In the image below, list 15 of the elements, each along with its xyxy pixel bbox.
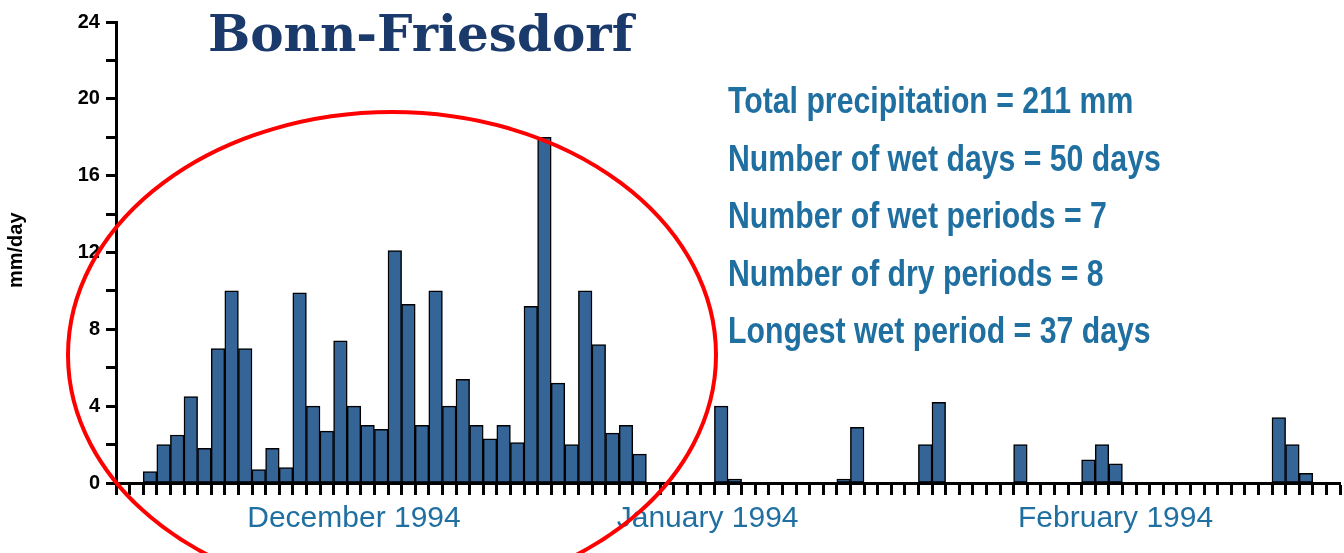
- annotation: Total precipitation = 211 mm: [728, 79, 1135, 123]
- y-tick-label: 16: [77, 163, 100, 186]
- annotation: Number of dry periods = 8: [728, 251, 1105, 296]
- annotation: Number of wet periods = 7: [728, 194, 1108, 238]
- annotation: Longest wet period = 37 days: [728, 309, 1152, 353]
- chart-title: Bonn-Friesdorf: [208, 4, 634, 63]
- y-tick-label: 24: [77, 9, 101, 32]
- annotation: Number of wet days = 50 days: [728, 136, 1161, 181]
- y-tick-label: 4: [88, 393, 101, 416]
- y-tick-label: 0: [88, 470, 100, 493]
- x-tick-label: February 1994: [1018, 500, 1214, 534]
- y-tick-label: 20: [77, 86, 100, 109]
- x-tick-label: December 1994: [247, 500, 461, 534]
- y-axis-title: mm/day: [4, 212, 27, 288]
- y-tick-label: 8: [88, 316, 100, 339]
